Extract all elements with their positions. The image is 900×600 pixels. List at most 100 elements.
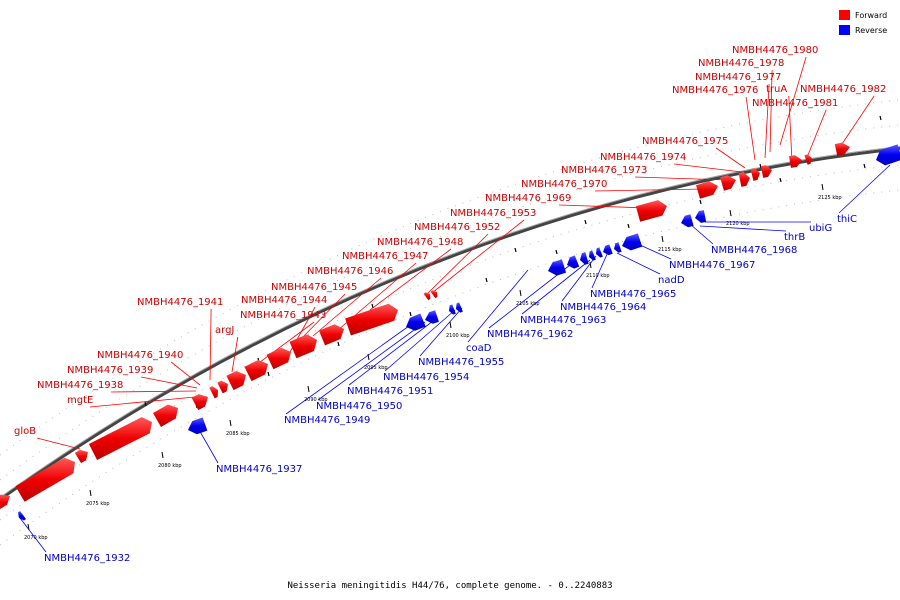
forward-gene-label[interactable]: NMBH4476_1978: [698, 58, 784, 69]
forward-gene-label[interactable]: NMBH4476_1939: [67, 365, 153, 376]
reverse-gene[interactable]: [603, 244, 613, 256]
forward-gene-label[interactable]: gloB: [14, 426, 36, 437]
reverse-gene[interactable]: [188, 417, 208, 435]
reverse-gene[interactable]: [456, 302, 463, 313]
reverse-gene-label[interactable]: NMBH4476_1937: [216, 464, 302, 475]
forward-gene-label[interactable]: NMBH4476_1969: [485, 193, 571, 204]
reverse-gene[interactable]: [589, 250, 596, 261]
forward-gene[interactable]: [15, 457, 76, 502]
reverse-gene-label[interactable]: NMBH4476_1962: [487, 329, 573, 340]
reverse-gene[interactable]: [876, 144, 900, 166]
forward-gene[interactable]: [423, 292, 431, 301]
reverse-gene[interactable]: [614, 242, 622, 253]
gene-labels: NMBH4476_1980 NMBH4476_1978 NMBH4476_1977 N…: [14, 45, 886, 564]
minor-tick: [627, 223, 630, 229]
forward-gene[interactable]: [88, 417, 152, 461]
forward-gene[interactable]: [74, 449, 88, 464]
reverse-gene[interactable]: [18, 511, 26, 521]
forward-gene[interactable]: [244, 359, 268, 382]
forward-gene[interactable]: [720, 175, 736, 191]
reverse-gene-label[interactable]: NMBH4476_1968: [711, 245, 797, 256]
forward-gene-label[interactable]: NMBH4476_1953: [450, 208, 536, 219]
reverse-gene[interactable]: [596, 247, 603, 258]
reverse-gene-label[interactable]: NMBH4476_1963: [520, 315, 606, 326]
forward-gene[interactable]: [226, 370, 246, 391]
forward-gene[interactable]: [760, 165, 772, 178]
reverse-gene-label[interactable]: ubiG: [809, 223, 832, 234]
reverse-gene[interactable]: [622, 233, 643, 251]
legend-forward-label: Forward: [855, 11, 887, 20]
forward-leader-line: [141, 376, 198, 389]
reverse-gene-label[interactable]: NMBH4476_1967: [669, 260, 755, 271]
forward-gene-label[interactable]: argJ: [215, 325, 234, 336]
forward-gene-label[interactable]: NMBH4476_1940: [97, 350, 183, 361]
forward-gene[interactable]: [834, 142, 850, 156]
reverse-gene-label[interactable]: NMBH4476_1950: [316, 401, 402, 412]
forward-gene-label[interactable]: NMBH4476_1974: [600, 152, 686, 163]
forward-gene-label[interactable]: NMBH4476_1947: [342, 251, 428, 262]
forward-gene-label[interactable]: NMBH4476_1973: [561, 165, 647, 176]
reverse-gene[interactable]: [406, 313, 426, 331]
reverse-gene[interactable]: [567, 255, 580, 269]
reverse-gene-label[interactable]: thrB: [784, 232, 805, 243]
tick-label: 2090 kbp: [304, 397, 328, 403]
forward-leader-line: [170, 361, 201, 386]
reverse-gene-label[interactable]: NMBH4476_1955: [418, 357, 504, 368]
forward-gene[interactable]: [345, 303, 398, 336]
forward-gene[interactable]: [750, 168, 760, 181]
forward-gene[interactable]: [153, 404, 178, 427]
forward-gene[interactable]: [289, 334, 317, 359]
reverse-gene-label[interactable]: NMBH4476_1932: [44, 553, 130, 564]
forward-gene[interactable]: [318, 324, 344, 346]
reverse-gene-label[interactable]: NMBH4476_1949: [284, 415, 370, 426]
forward-gene-label[interactable]: NMBH4476_1970: [521, 179, 607, 190]
forward-gene-label[interactable]: truA: [766, 84, 787, 95]
reverse-gene[interactable]: [449, 304, 456, 315]
reverse-gene[interactable]: [681, 214, 694, 228]
forward-gene-label[interactable]: NMBH4476_1946: [307, 266, 393, 277]
forward-gene[interactable]: [738, 172, 750, 187]
forward-gene-label[interactable]: NMBH4476_1941: [137, 297, 223, 308]
forward-leader-line: [312, 277, 382, 337]
reverse-gene-label[interactable]: NMBH4476_1965: [590, 289, 676, 300]
forward-gene[interactable]: [0, 494, 10, 510]
forward-gene-label[interactable]: mgtE: [67, 395, 93, 406]
forward-gene[interactable]: [804, 154, 812, 165]
forward-gene[interactable]: [695, 181, 718, 199]
forward-gene-label[interactable]: NMBH4476_1976: [672, 85, 758, 96]
forward-leader-line: [251, 321, 315, 369]
forward-gene[interactable]: [209, 386, 218, 399]
forward-gene[interactable]: [430, 290, 438, 299]
forward-gene-label[interactable]: NMBH4476_1943: [240, 310, 326, 321]
reverse-gene-label[interactable]: coaD: [466, 343, 492, 354]
reverse-leader-line: [689, 223, 714, 245]
forward-gene-label[interactable]: NMBH4476_1952: [414, 222, 500, 233]
minor-tick: [409, 311, 412, 317]
reverse-gene-label[interactable]: nadD: [658, 275, 685, 286]
forward-gene[interactable]: [789, 155, 802, 168]
reverse-gene[interactable]: [425, 310, 439, 324]
forward-gene-label[interactable]: NMBH4476_1977: [695, 72, 781, 83]
forward-gene-label[interactable]: NMBH4476_1975: [642, 136, 728, 147]
tick-mark: [229, 419, 232, 427]
reverse-gene-label[interactable]: NMBH4476_1954: [383, 372, 469, 383]
forward-gene[interactable]: [191, 394, 208, 411]
forward-gene-label[interactable]: NMBH4476_1948: [377, 237, 463, 248]
reverse-gene-label[interactable]: NMBH4476_1951: [347, 386, 433, 397]
reverse-gene[interactable]: [695, 210, 707, 223]
minor-tick: [759, 163, 762, 169]
forward-gene[interactable]: [635, 200, 667, 222]
forward-gene-label[interactable]: NMBH4476_1982: [800, 84, 886, 95]
forward-gene-label[interactable]: NMBH4476_1944: [241, 295, 327, 306]
reverse-leader-line: [488, 264, 571, 329]
forward-gene-label[interactable]: NMBH4476_1980: [732, 45, 818, 56]
reverse-gene[interactable]: [580, 252, 589, 265]
reverse-gene[interactable]: [548, 259, 567, 276]
reverse-gene-label[interactable]: NMBH4476_1964: [560, 302, 646, 313]
forward-gene[interactable]: [217, 380, 228, 394]
forward-gene-label[interactable]: NMBH4476_1945: [271, 282, 357, 293]
forward-gene-label[interactable]: NMBH4476_1938: [37, 380, 123, 391]
reverse-gene-label[interactable]: thiC: [837, 214, 857, 225]
forward-gene[interactable]: [266, 347, 291, 370]
forward-gene-label[interactable]: NMBH4476_1981: [752, 98, 838, 109]
